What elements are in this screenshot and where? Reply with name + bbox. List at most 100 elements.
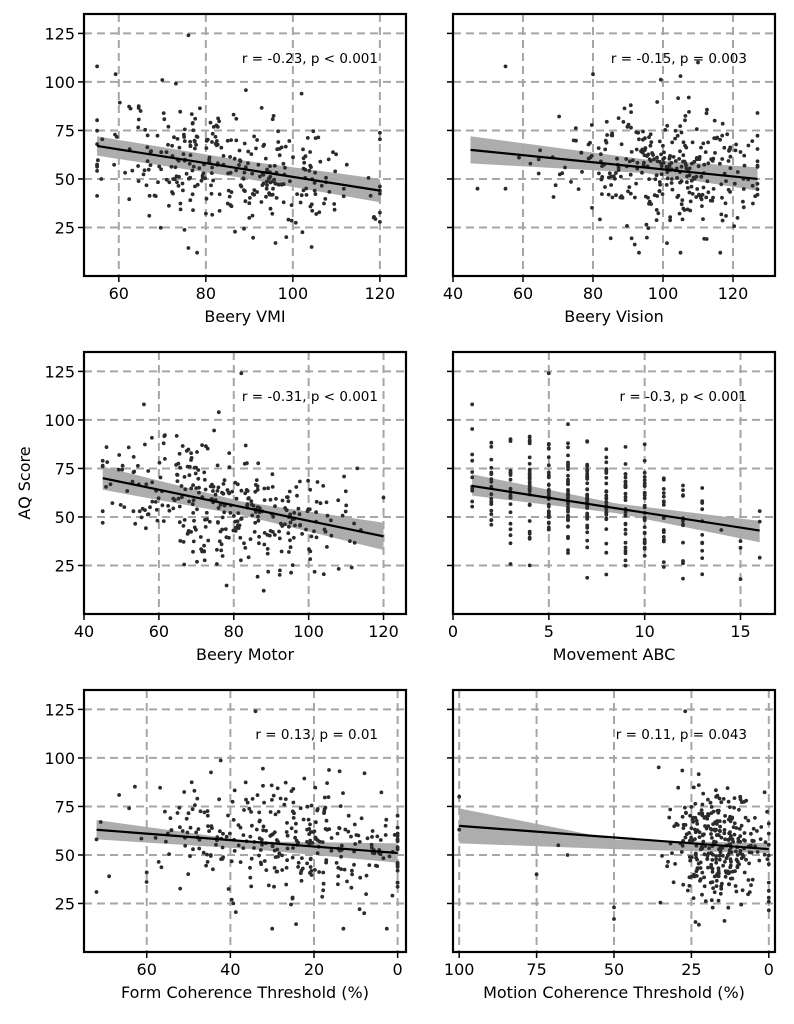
data-point xyxy=(381,495,386,500)
data-point xyxy=(187,161,192,166)
data-point xyxy=(677,157,682,161)
data-point xyxy=(348,539,352,543)
data-point xyxy=(332,202,337,206)
data-point xyxy=(194,830,199,835)
data-point xyxy=(727,882,732,887)
data-point xyxy=(712,839,716,844)
data-point xyxy=(623,548,628,553)
x-tick-label: 15 xyxy=(730,622,750,641)
data-point xyxy=(281,200,286,205)
data-point xyxy=(766,821,771,826)
data-point xyxy=(586,142,591,147)
data-point xyxy=(720,157,725,161)
data-point xyxy=(127,104,131,109)
data-point xyxy=(646,226,651,231)
data-point xyxy=(266,569,271,574)
data-point xyxy=(642,478,647,483)
data-point xyxy=(695,828,700,833)
data-point xyxy=(623,495,628,499)
data-point xyxy=(378,191,382,196)
data-point xyxy=(208,853,213,857)
data-point xyxy=(272,866,277,870)
data-point xyxy=(734,826,739,830)
x-tick-label: 40 xyxy=(74,622,94,641)
data-point xyxy=(146,469,151,473)
data-point xyxy=(647,199,652,204)
data-point xyxy=(722,831,727,836)
data-point xyxy=(738,150,743,154)
data-point xyxy=(709,811,714,815)
data-point xyxy=(736,836,741,841)
data-point xyxy=(732,832,737,837)
data-point xyxy=(546,442,551,446)
data-point xyxy=(605,133,609,137)
data-point xyxy=(239,558,243,563)
data-point xyxy=(726,799,731,804)
data-point xyxy=(143,127,148,132)
data-point xyxy=(623,472,628,476)
data-point xyxy=(604,516,609,521)
data-point xyxy=(683,835,688,840)
data-point xyxy=(301,817,306,822)
data-point xyxy=(272,848,277,853)
data-point xyxy=(100,464,105,469)
data-point xyxy=(744,798,749,803)
data-point xyxy=(641,129,645,134)
data-point xyxy=(642,470,647,475)
data-point xyxy=(609,183,613,187)
data-point xyxy=(336,874,341,879)
data-point xyxy=(746,878,751,882)
data-point xyxy=(734,142,738,147)
data-point xyxy=(702,852,707,857)
data-point xyxy=(508,502,513,506)
data-point xyxy=(272,533,277,537)
data-point xyxy=(640,150,645,155)
data-point xyxy=(566,505,570,510)
data-point xyxy=(725,132,730,137)
data-point xyxy=(710,159,715,163)
data-point xyxy=(364,873,369,878)
data-point xyxy=(688,858,693,863)
data-point xyxy=(95,162,99,167)
data-point xyxy=(642,153,647,158)
data-point xyxy=(232,788,237,793)
data-point xyxy=(683,709,688,714)
data-point xyxy=(210,140,214,144)
data-point xyxy=(285,495,290,499)
data-point xyxy=(246,496,251,500)
data-point xyxy=(604,475,609,480)
data-point xyxy=(220,527,225,532)
data-point xyxy=(735,853,740,857)
data-point xyxy=(233,480,238,485)
data-point xyxy=(225,201,230,206)
data-point xyxy=(195,250,200,255)
y-tick-label: 100 xyxy=(44,411,75,430)
data-point xyxy=(251,235,256,240)
data-point xyxy=(717,796,722,801)
data-point xyxy=(224,834,229,839)
data-point xyxy=(759,825,764,829)
data-point xyxy=(207,519,212,524)
data-point xyxy=(566,516,570,520)
data-point xyxy=(188,139,193,144)
data-point xyxy=(508,510,513,515)
data-point xyxy=(309,803,314,808)
data-point xyxy=(670,187,675,192)
data-point xyxy=(642,496,647,501)
data-point xyxy=(210,165,215,170)
data-point xyxy=(341,186,346,191)
data-point xyxy=(723,814,727,818)
data-point xyxy=(706,161,711,166)
data-point xyxy=(678,149,682,154)
data-point xyxy=(281,161,286,166)
data-point xyxy=(191,847,195,852)
data-point xyxy=(130,168,135,173)
data-point xyxy=(272,177,277,182)
data-point xyxy=(623,563,628,568)
data-point xyxy=(585,464,590,469)
data-point xyxy=(381,856,386,861)
y-tick-label: 25 xyxy=(55,894,75,913)
axes-frame xyxy=(82,350,408,616)
regression-line xyxy=(102,477,384,538)
data-point xyxy=(734,857,739,862)
